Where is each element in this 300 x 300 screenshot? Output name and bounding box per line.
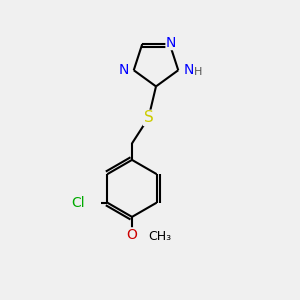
Text: N: N xyxy=(184,63,194,77)
Text: S: S xyxy=(144,110,153,125)
Text: H: H xyxy=(194,67,202,77)
Text: O: O xyxy=(127,228,137,242)
Text: Cl: Cl xyxy=(71,196,85,210)
Text: N: N xyxy=(166,36,176,50)
Text: N: N xyxy=(119,63,129,77)
Text: CH₃: CH₃ xyxy=(148,230,172,243)
